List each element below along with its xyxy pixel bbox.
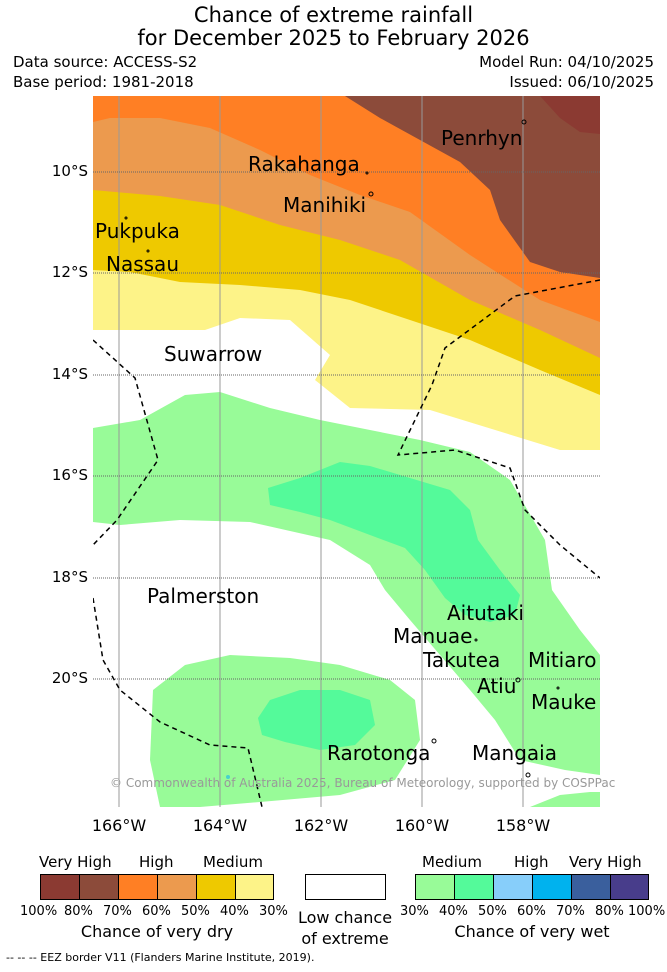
place-manihiki: Manihiki bbox=[283, 193, 367, 217]
eez-border-west bbox=[93, 339, 159, 546]
legend-wet-medium: Medium bbox=[422, 853, 482, 871]
atiu-marker bbox=[515, 677, 521, 683]
legend-wet-tick-40: 40% bbox=[439, 904, 468, 919]
lat-label-16s: 16°S bbox=[51, 466, 88, 484]
legend-dry-tick-80: 80% bbox=[64, 904, 93, 919]
swatch-dry-50-60 bbox=[158, 875, 197, 899]
legend-wet-tick-100: 100% bbox=[628, 904, 666, 919]
legend-dry-tick-40: 40% bbox=[220, 904, 249, 919]
swatch-dry-40-50 bbox=[197, 875, 236, 899]
swatch-wet-40-50 bbox=[455, 875, 494, 899]
legend-dry-high: High bbox=[139, 853, 174, 871]
nassau-marker bbox=[146, 249, 150, 253]
grid-lat-lines bbox=[93, 171, 600, 680]
legend-wet-tick-50: 50% bbox=[478, 904, 507, 919]
eez-border-note: -- -- -- EEZ border V11 (Flanders Marine… bbox=[6, 951, 315, 964]
island-markers bbox=[124, 119, 560, 779]
legend-dry-tick-30: 30% bbox=[259, 904, 288, 919]
model-run: Model Run: 04/10/2025 bbox=[479, 53, 654, 71]
wet-zone-southeast-30-40 bbox=[530, 792, 600, 807]
manuae-marker bbox=[474, 638, 478, 642]
rainfall-map bbox=[93, 96, 600, 807]
swatch-wet-50-60 bbox=[494, 875, 533, 899]
lat-label-12s: 12°S bbox=[51, 263, 88, 281]
legend-low-caption-line1: Low chance bbox=[297, 908, 393, 927]
small-wet-spot bbox=[226, 775, 230, 779]
swatch-wet-30-40 bbox=[416, 875, 455, 899]
map-title-line1: Chance of extreme rainfall bbox=[193, 3, 474, 27]
legend-dry-tick-50: 50% bbox=[181, 904, 210, 919]
swatch-dry-60-70 bbox=[119, 875, 158, 899]
place-rarotonga: Rarotonga bbox=[327, 741, 431, 765]
legend-wet-tick-70: 70% bbox=[556, 904, 585, 919]
legend-dry-tick-60: 60% bbox=[142, 904, 171, 919]
lon-label-162w: 162°W bbox=[293, 816, 349, 835]
legend-dry-medium: Medium bbox=[203, 853, 263, 871]
penrhyn-marker bbox=[521, 119, 527, 125]
lat-label-18s: 18°S bbox=[51, 568, 88, 586]
lon-label-160w: 160°W bbox=[394, 816, 450, 835]
lon-label-158w: 158°W bbox=[495, 816, 551, 835]
rakahanga-marker bbox=[365, 171, 369, 175]
place-aitutaki: Aitutaki bbox=[447, 601, 524, 625]
place-suwarrow: Suwarrow bbox=[164, 342, 263, 366]
place-palmerston: Palmerston bbox=[147, 584, 260, 608]
legend-low-caption-line2: of extreme bbox=[301, 929, 389, 948]
map-title-line2: for December 2025 to February 2026 bbox=[137, 26, 530, 50]
eez-border-southwest bbox=[93, 597, 263, 807]
rarotonga-marker bbox=[431, 738, 437, 744]
swatch-wet-60-70 bbox=[533, 875, 572, 899]
base-period: Base period: 1981-2018 bbox=[13, 73, 194, 91]
wet-zone-north-40-50 bbox=[268, 462, 520, 622]
eez-border-east bbox=[396, 279, 600, 579]
mangaia-marker bbox=[525, 772, 531, 778]
legend-wet-tick-60: 60% bbox=[517, 904, 546, 919]
place-rakahanga: Rakahanga bbox=[248, 152, 360, 176]
place-pukapuka: Pukpuka bbox=[95, 219, 180, 243]
eez-border bbox=[93, 279, 600, 807]
place-atiu: Atiu bbox=[477, 674, 517, 698]
swatch-dry-30-40 bbox=[236, 875, 273, 899]
place-manuae: Manuae bbox=[393, 624, 473, 648]
wet-zone-south-40-50 bbox=[258, 690, 375, 750]
swatch-wet-70-80 bbox=[572, 875, 611, 899]
place-takutea: Takutea bbox=[423, 648, 501, 672]
place-mangaia: Mangaia bbox=[472, 741, 557, 765]
legend-wet-very-high: Very High bbox=[569, 853, 642, 871]
legend-wet-swatches bbox=[415, 874, 649, 900]
legend-dry-very-high: Very High bbox=[39, 853, 112, 871]
grid-lines bbox=[118, 96, 524, 807]
legend-dry-swatches bbox=[40, 874, 274, 900]
place-nassau: Nassau bbox=[106, 252, 179, 276]
lat-label-14s: 14°S bbox=[51, 365, 88, 383]
manihiki-marker bbox=[368, 191, 374, 197]
swatch-wet-80-100 bbox=[611, 875, 648, 899]
swatch-dry-80-100 bbox=[41, 875, 80, 899]
mauke-marker bbox=[556, 686, 560, 690]
place-mitiaro: Mitiaro bbox=[528, 648, 597, 672]
lon-label-164w: 164°W bbox=[192, 816, 248, 835]
data-source: Data source: ACCESS-S2 bbox=[13, 53, 198, 71]
issued-date: Issued: 06/10/2025 bbox=[509, 73, 654, 91]
legend-wet-tick-30: 30% bbox=[400, 904, 429, 919]
swatch-dry-70-80 bbox=[80, 875, 119, 899]
place-penrhyn: Penrhyn bbox=[441, 126, 523, 150]
copyright-text: © Commonwealth of Australia 2025, Bureau… bbox=[110, 776, 616, 790]
dry-zone-70-80 bbox=[345, 96, 600, 278]
legend-low-swatch bbox=[305, 874, 386, 900]
lat-label-20s: 20°S bbox=[51, 669, 88, 687]
legend-dry-caption: Chance of very dry bbox=[80, 922, 234, 941]
legend-wet-tick-80: 80% bbox=[595, 904, 624, 919]
legend-dry-tick-100: 100% bbox=[20, 904, 58, 919]
lon-label-166w: 166°W bbox=[91, 816, 147, 835]
legend-wet-caption: Chance of very wet bbox=[454, 922, 610, 941]
legend-dry-tick-70: 70% bbox=[103, 904, 132, 919]
legend-wet-high: High bbox=[514, 853, 549, 871]
place-mauke: Mauke bbox=[531, 690, 597, 714]
lat-label-10s: 10°S bbox=[51, 162, 88, 180]
pukapuka-marker bbox=[124, 216, 128, 220]
dry-zone-80-100 bbox=[540, 96, 600, 134]
